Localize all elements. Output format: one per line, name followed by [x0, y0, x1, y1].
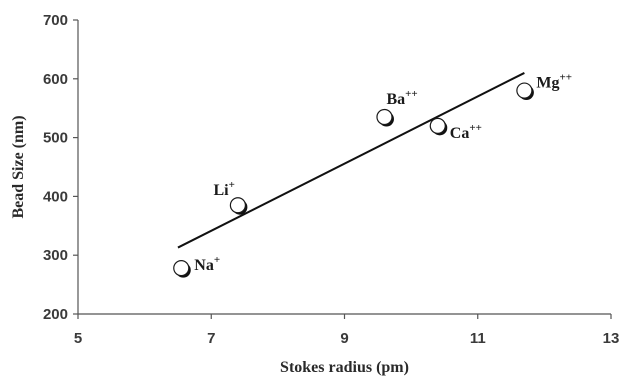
y-tick-label: 300	[43, 247, 68, 264]
point-label: Li+	[213, 179, 234, 199]
point-label-symbol: Ca	[450, 125, 470, 142]
y-tick-label: 400	[43, 188, 68, 205]
point-label-charge: ++	[559, 72, 572, 84]
x-axis-title: Stokes radius (pm)	[280, 359, 409, 376]
axes: 200 300 400 500 600 700 5 7 9 11 13	[43, 12, 619, 347]
point-label-symbol: Ba	[386, 91, 405, 108]
point-label: Ba++	[386, 88, 417, 108]
point-label-charge: +	[229, 179, 235, 191]
x-tick-label: 7	[207, 330, 215, 347]
point-label-symbol: Li	[213, 182, 229, 199]
data-point	[516, 82, 533, 99]
data-point	[229, 197, 246, 214]
point-label-charge: ++	[405, 88, 418, 100]
data-points: Na+Li+Ba++Ca++Mg++	[173, 72, 572, 278]
x-tick-label: 5	[74, 330, 82, 347]
trendline	[177, 72, 525, 249]
y-axis-title: Bead Size (nm)	[10, 115, 27, 218]
point-label-symbol: Na	[194, 257, 214, 274]
point-label-symbol: Mg	[536, 75, 559, 92]
data-point	[173, 260, 190, 277]
data-point	[376, 108, 393, 126]
x-tick-label: 9	[340, 330, 348, 347]
point-label: Na+	[194, 254, 220, 274]
y-tick-label: 700	[43, 12, 68, 29]
y-tick-label: 200	[43, 306, 68, 323]
trendline-group	[177, 72, 525, 249]
point-label: Mg++	[536, 72, 572, 92]
y-tick-label: 500	[43, 130, 68, 147]
y-tick-label: 600	[43, 71, 68, 88]
point-label: Ca++	[450, 122, 482, 142]
x-tick-label: 11	[470, 330, 486, 347]
data-point	[429, 117, 446, 134]
x-tick-label: 13	[603, 330, 620, 347]
point-label-charge: ++	[469, 122, 482, 134]
point-label-charge: +	[214, 254, 220, 266]
